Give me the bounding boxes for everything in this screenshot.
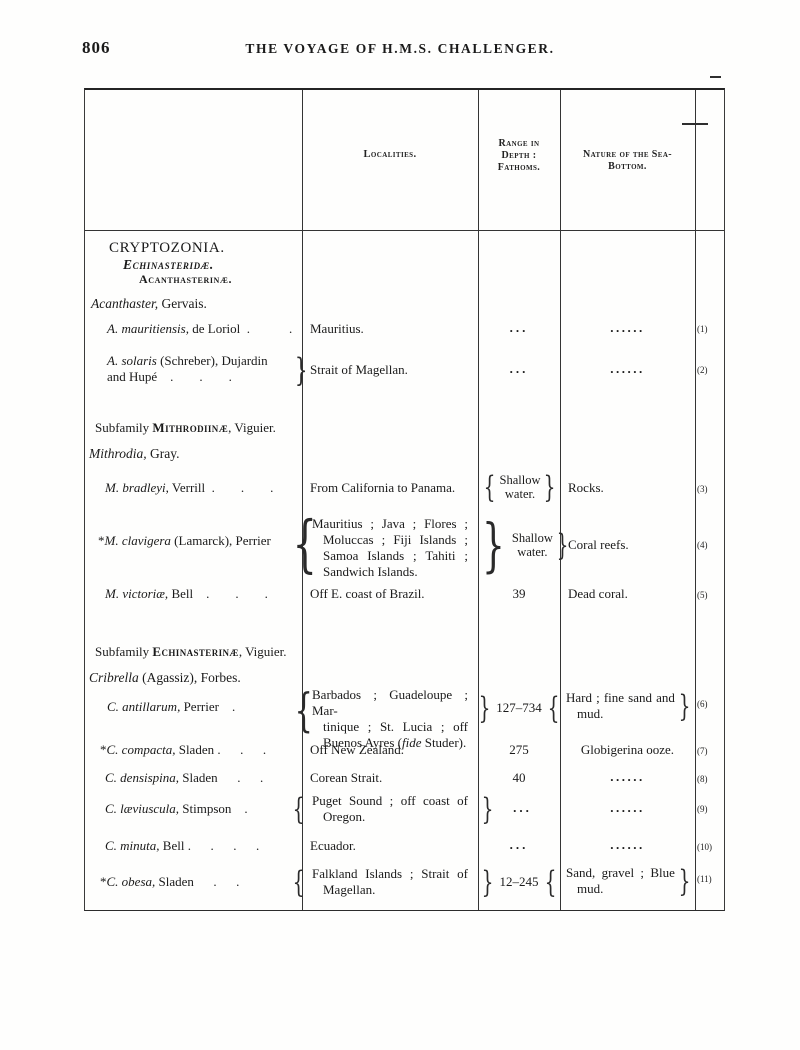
- family-heading: Echinasteridæ.: [123, 257, 214, 272]
- localities-cell: Corean Strait.: [310, 770, 383, 785]
- localities-cell: From California to Panama.: [310, 480, 456, 495]
- brace: {: [292, 507, 317, 580]
- brace: {: [292, 865, 305, 900]
- depth-cell: ...: [513, 800, 532, 815]
- species-name: A. solaris (Schreber), Dujardin and Hupé…: [107, 353, 268, 384]
- species-name: C. minuta, Bell . . . .: [105, 838, 260, 853]
- reference-number: (11): [697, 874, 712, 884]
- subfamily-heading-mithrodiinae: Subfamily Mithrodiinæ, Viguier.: [95, 420, 276, 435]
- col-header-bottom-line2: Bottom.: [608, 161, 647, 172]
- column-divider: [302, 90, 303, 910]
- genus-heading-mithrodia: Mithrodia, Gray.: [89, 446, 180, 461]
- brace: }: [678, 863, 691, 899]
- col-header-depth-line3: Fathoms.: [497, 162, 541, 173]
- reference-number: (2): [697, 365, 708, 375]
- brace: }: [482, 511, 505, 579]
- sea-bottom-cell: Globigerina ooze.: [580, 742, 675, 757]
- depth-cell: } 12–245 {: [471, 864, 567, 900]
- brace: {: [292, 792, 305, 827]
- brace: }: [294, 351, 308, 389]
- depth-cell: } 127–734 {: [471, 690, 567, 726]
- species-name: A. mauritiensis, de Loriol . .: [107, 321, 293, 336]
- species-name: M. victoriæ, Bell . . .: [105, 586, 268, 601]
- subfamily-heading-echinasterinae: Subfamily Echinasterinæ, Viguier.: [95, 644, 287, 659]
- localities-cell: Mauritius ; Java ; Flores ; Moluccas ; F…: [312, 516, 468, 579]
- localities-cell: Mauritius.: [310, 321, 364, 336]
- sea-bottom-cell: Rocks.: [568, 480, 604, 495]
- running-title: THE VOYAGE OF H.M.S. CHALLENGER.: [245, 41, 555, 56]
- order-heading: CRYPTOZONIA.: [109, 240, 225, 256]
- localities-cell: Barbados ; Guadeloupe ; Mar- tinique ; S…: [312, 687, 468, 750]
- sea-bottom-cell: ......: [610, 361, 645, 376]
- column-divider: [695, 90, 696, 910]
- page-number: 806: [82, 38, 111, 57]
- col-header-localities: Localities.: [363, 149, 417, 160]
- species-table: Localities. Range in Depth : Fathoms. Na…: [84, 88, 725, 911]
- reference-number: (6): [697, 699, 708, 709]
- localities-cell: Puget Sound ; off coast of Oregon.: [312, 793, 468, 824]
- sea-bottom-cell: ......: [610, 800, 645, 815]
- sea-bottom-cell: ......: [610, 769, 645, 784]
- localities-cell: Falkland Islands ; Strait of Magellan.: [312, 866, 468, 897]
- col-header-depth-line1: Range in: [498, 138, 540, 149]
- genus-heading-acanthaster: Acanthaster, Gervais.: [91, 296, 207, 311]
- genus-heading-cribrella: Cribrella (Agassiz), Forbes.: [89, 670, 241, 685]
- localities-cell: Off E. coast of Brazil.: [310, 586, 425, 601]
- reference-number: (8): [697, 774, 708, 784]
- reference-number: (4): [697, 540, 708, 550]
- depth-cell: 40: [512, 770, 526, 785]
- depth-cell: ...: [509, 361, 529, 376]
- depth-cell: { Shallow water. }: [480, 469, 560, 505]
- depth-cell: ...: [509, 837, 529, 852]
- column-divider: [560, 90, 561, 910]
- brace: }: [478, 690, 491, 726]
- brace: }: [482, 864, 494, 900]
- species-name: *C. obesa, Sladen . .: [100, 874, 240, 889]
- col-header-bottom-line1: Nature of the Sea-: [582, 149, 673, 160]
- sea-bottom-cell: ......: [610, 837, 645, 852]
- depth-cell: ...: [509, 320, 529, 335]
- brace: {: [544, 864, 556, 900]
- depth-cell: } Shallow water. }: [475, 511, 568, 579]
- sea-bottom-cell: ......: [610, 320, 645, 335]
- sea-bottom-cell: Sand, gravel ; Blue mud. }: [566, 863, 694, 899]
- species-name: *C. compacta, Sladen . . .: [100, 742, 267, 757]
- brace: {: [484, 469, 496, 505]
- species-name: C. densispina, Sladen . .: [105, 770, 264, 785]
- reference-number: (9): [697, 804, 708, 814]
- reference-number: (7): [697, 746, 708, 756]
- sea-bottom-cell: Hard ; fine sand and mud. }: [566, 688, 694, 724]
- col-header-depth-line2: Depth :: [501, 150, 537, 161]
- column-divider: [478, 90, 479, 910]
- brace: {: [547, 690, 560, 726]
- brace: {: [294, 683, 313, 737]
- depth-cell: 39: [512, 586, 526, 601]
- species-name: M. bradleyi, Verrill . . .: [105, 480, 274, 495]
- brace: }: [481, 792, 494, 827]
- species-name: C. antillarum, Perrier .: [107, 699, 236, 714]
- subfamily-heading-acanthasterinae: Acanthasterinæ.: [139, 272, 233, 286]
- brace: }: [556, 527, 569, 563]
- localities-cell: Off New Zealand.: [310, 742, 404, 757]
- depth-cell: 275: [509, 742, 529, 757]
- species-name: C. læviuscula, Stimpson .: [105, 801, 248, 816]
- scan-artifact-mark: [710, 76, 721, 78]
- reference-number: (5): [697, 590, 708, 600]
- reference-number: (1): [697, 324, 708, 334]
- species-name: *M. clavigera (Lamarck), Perrier: [98, 533, 271, 548]
- reference-number: (3): [697, 484, 708, 494]
- header-dash: [682, 123, 708, 125]
- reference-number: (10): [697, 842, 712, 852]
- brace: }: [544, 469, 556, 505]
- brace: }: [678, 688, 691, 724]
- localities-cell: Strait of Magellan.: [310, 362, 408, 377]
- header-rule: [85, 230, 724, 231]
- sea-bottom-cell: Dead coral.: [568, 586, 628, 601]
- sea-bottom-cell: Coral reefs.: [568, 537, 629, 552]
- localities-cell: Ecuador.: [310, 838, 356, 853]
